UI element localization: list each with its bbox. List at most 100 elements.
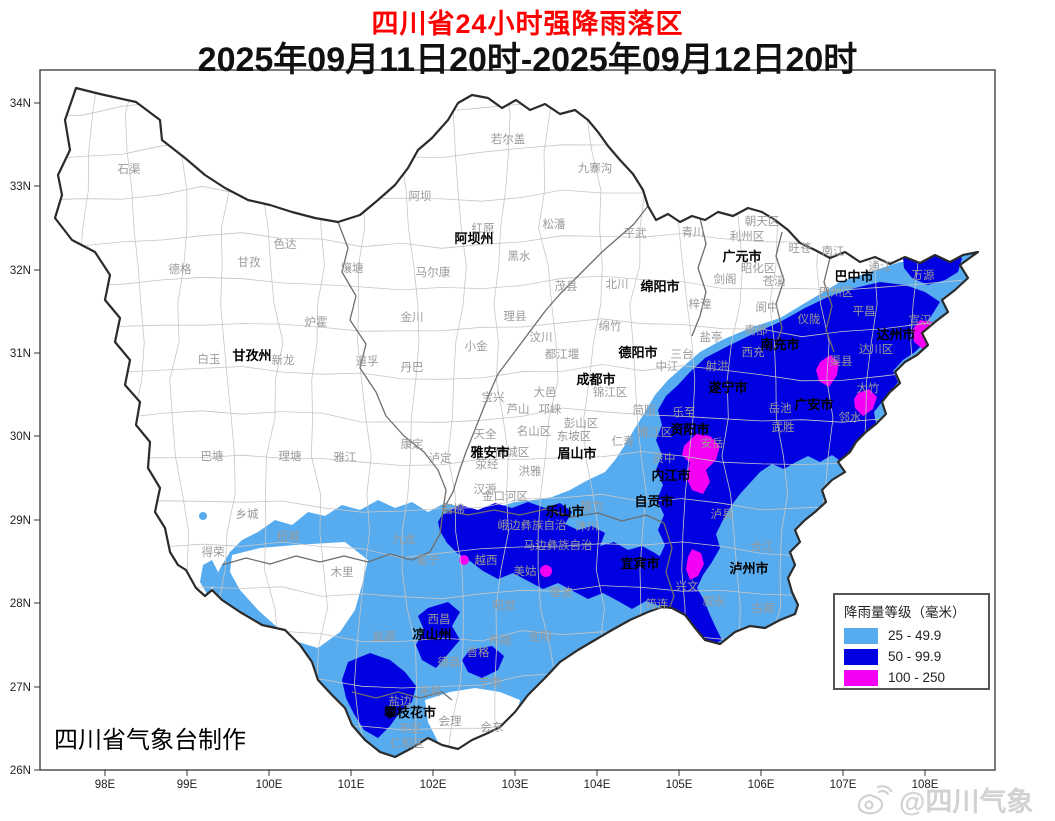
city-label: 甘孜州 (232, 348, 271, 363)
county-label: 泸定 (429, 451, 452, 465)
county-label: 泸县 (711, 508, 734, 521)
city-label: 资阳市 (670, 422, 709, 437)
county-label: 仁寿 (612, 434, 635, 448)
prefecture-boundaries (221, 205, 835, 701)
county-label: 松潘 (543, 217, 566, 231)
city-label: 阿坝州 (454, 231, 493, 246)
county-label: 沐川 (576, 520, 599, 533)
county-label: 道孚 (356, 354, 379, 368)
city-label: 绵阳市 (640, 279, 679, 294)
county-label: 中江 (656, 360, 679, 373)
city-label: 德阳市 (618, 345, 657, 360)
county-label: 小金 (465, 339, 488, 353)
county-label: 梓潼 (689, 297, 712, 311)
county-label: 东坡区 (557, 430, 592, 443)
county-label: 大邑 (534, 385, 557, 399)
rainfall-legend: 降雨量等级（毫米） 25 - 49.9 50 - 99.9 100 - 250 (833, 593, 990, 690)
county-label: 宣汉 (909, 313, 932, 327)
county-label: 兴文 (676, 579, 699, 593)
county-label: 朝天区 (745, 215, 780, 228)
rain-patch-derong (200, 560, 218, 594)
county-label: 邛崃 (539, 403, 562, 416)
rain-region-dark-ningnan (462, 646, 504, 678)
county-label: 通江 (869, 260, 892, 273)
county-label: 武胜 (772, 420, 795, 434)
county-label: 雨城区 (495, 446, 530, 459)
county-label: 石渠 (118, 163, 141, 176)
county-label: 宁南 (479, 675, 502, 689)
county-label: 旺苍 (789, 242, 812, 255)
county-label: 青川 (682, 226, 705, 239)
city-label: 攀枝花市 (383, 705, 436, 720)
county-label: 渠县 (830, 355, 853, 368)
city-label: 宜宾市 (620, 556, 659, 571)
y-tick-label: 31N (10, 348, 31, 360)
county-label: 九寨沟 (578, 161, 613, 175)
rain-region-magenta-meigu (540, 565, 552, 577)
legend-label: 25 - 49.9 (888, 628, 942, 643)
y-tick-label: 29N (10, 515, 31, 527)
county-label: 邻水 (839, 411, 862, 424)
county-label: 苍溪 (763, 275, 786, 288)
county-label: 冕宁 (417, 553, 440, 567)
county-label: 西充 (742, 345, 765, 359)
rain-region-magenta-luzhou (686, 549, 704, 580)
county-label: 炉霍 (305, 316, 328, 329)
province-border (53, 86, 980, 759)
county-label: 雅江 (334, 450, 357, 464)
county-label: 平武 (624, 227, 647, 240)
y-tick-label: 26N (10, 765, 31, 777)
county-label: 阆中 (756, 300, 779, 314)
county-label: 丹巴 (401, 362, 424, 374)
city-label: 雅安市 (470, 445, 509, 460)
county-label: 仪陇 (798, 312, 821, 326)
county-label: 会东 (481, 721, 504, 734)
legend-title: 降雨量等级（毫米） (844, 605, 966, 620)
county-label: 南部 (745, 323, 768, 337)
county-label: 昭觉 (493, 599, 516, 612)
rain-region-dark-panzhihua (342, 653, 416, 738)
county-label: 汉源 (474, 482, 497, 496)
county-label: 德昌 (438, 655, 461, 669)
rain-region-dark-xichang (416, 602, 460, 668)
legend-swatch-mag (844, 669, 878, 686)
y-tick-label: 27N (10, 682, 31, 694)
county-label: 古蔺 (752, 601, 775, 615)
watermark-text: @四川气象 (899, 787, 1034, 817)
county-label: 南江 (822, 244, 845, 258)
county-label: 德格 (169, 262, 192, 276)
county-label: 壤塘 (341, 261, 364, 275)
x-tick-label: 108E (912, 779, 939, 791)
county-label: 黑水 (508, 250, 531, 263)
county-label: 会理 (439, 715, 462, 728)
page-subtitle: 2025年09月11日20时-2025年09月12日20时 (197, 41, 858, 79)
county-label: 普格 (467, 645, 490, 659)
weibo-icon (857, 784, 892, 814)
x-tick-label: 105E (666, 779, 693, 791)
county-label: 犍为 (581, 500, 604, 513)
county-label: 色达 (274, 237, 297, 251)
city-label: 自贡市 (634, 494, 673, 509)
rain-dot-west (199, 512, 207, 520)
x-tick-label: 100E (256, 779, 283, 791)
county-label: 芦山 (507, 403, 530, 416)
county-label: 安岳 (701, 436, 724, 450)
county-label: 甘孜 (238, 255, 261, 269)
county-label: 马边彝族自治 (524, 538, 593, 552)
x-tick-label: 99E (177, 779, 198, 791)
county-label: 布拖 (489, 633, 512, 647)
x-tick-label: 107E (830, 779, 857, 791)
county-label: 平昌 (853, 305, 876, 318)
x-tick-label: 98E (95, 779, 116, 791)
county-label: 都江堰 (545, 348, 580, 361)
rain-region-magenta-anyue (682, 434, 720, 494)
legend-row: 25 - 49.9 (844, 625, 988, 646)
legend-swatch-light (844, 627, 878, 644)
county-label: 名山区 (517, 424, 552, 438)
county-label: 东区 (400, 722, 423, 735)
legend-swatch-dark (844, 648, 878, 665)
county-label: 红原 (472, 222, 495, 235)
county-label: 简阳 (633, 403, 656, 417)
